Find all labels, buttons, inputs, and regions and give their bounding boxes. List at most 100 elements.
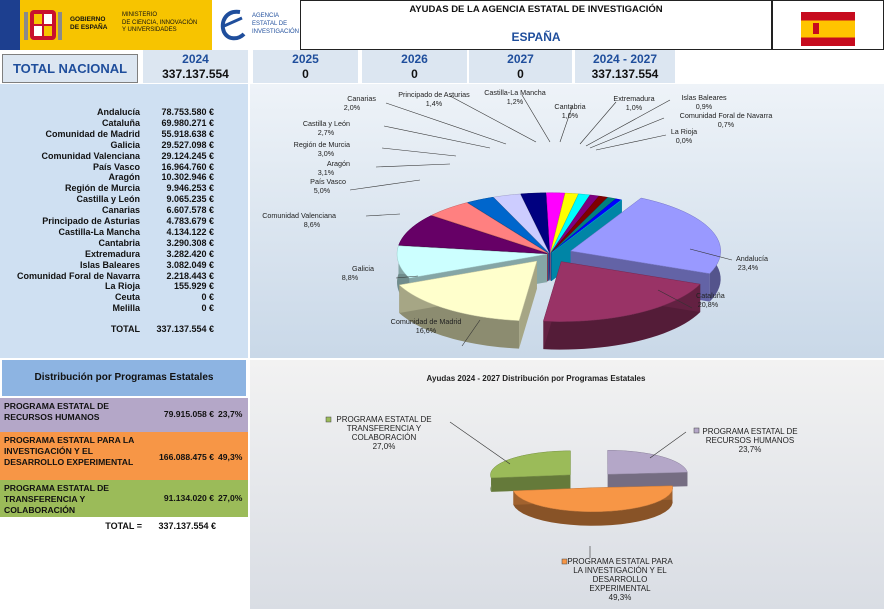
slice-label-name: Andalucía — [736, 254, 768, 263]
leader-line — [349, 179, 421, 191]
region-name: Comunidad Foral de Navarra — [16, 270, 140, 281]
royal-coat-of-arms-icon — [24, 10, 62, 40]
pie-slice-6 — [466, 196, 549, 254]
pie-slice-wall — [607, 472, 688, 489]
pie-slice-1 — [512, 485, 673, 513]
region-value: 3.082.049 € — [166, 259, 214, 270]
region-name: Cataluña — [101, 117, 140, 128]
eu-flag-stripe — [0, 0, 20, 50]
slice-label-name: Islas Baleares — [681, 93, 727, 102]
program-name: PROGRAMA ESTATAL PARA LA INVESTIGACIÓN Y… — [4, 435, 135, 467]
year-label: 2024 - 2027 — [592, 52, 658, 66]
slice-label-pct: 20,8% — [698, 300, 719, 309]
slice-label-pct: 0,7% — [718, 120, 735, 129]
legend-swatch — [561, 558, 568, 565]
slice-label-pct: 3,1% — [318, 168, 335, 177]
region-name: Principado de Asturias — [42, 216, 140, 226]
slice-label-pct: 1,2% — [507, 97, 524, 106]
region-value: 0 € — [201, 303, 214, 314]
slice-label-pct: 1,4% — [426, 99, 443, 108]
pie-slice-7 — [493, 193, 550, 254]
leader-line — [657, 289, 693, 309]
year-2027: 2027 0 — [469, 50, 572, 83]
leader-line — [395, 275, 419, 279]
slice-label-pct: 16,6% — [416, 326, 437, 335]
region-name: Extremadura — [84, 248, 140, 259]
year-value: 0 — [411, 67, 418, 81]
pie-slice-wall — [491, 474, 571, 492]
region-name: Aragón — [108, 172, 141, 183]
pie-slice-13 — [550, 195, 609, 254]
gov-text: GOBIERNO DE ESPAÑA — [70, 16, 108, 31]
program-pct: 27,0% — [218, 493, 243, 503]
region-value: 29.527.098 € — [161, 139, 214, 150]
region-name: Comunidad Valenciana — [41, 150, 140, 161]
legend-swatch — [693, 427, 700, 434]
leader-line — [585, 99, 671, 147]
slice-label-name: Extremadura — [613, 94, 654, 103]
pie-slice-14 — [551, 197, 617, 254]
program-slice-pct: 23,7% — [739, 445, 762, 454]
programs-title-text: Distribución por Programas Estatales — [34, 372, 214, 383]
program-slice-pct: 49,3% — [609, 593, 632, 602]
slice-label-pct: 8,6% — [304, 220, 321, 229]
aei-mark-icon — [220, 9, 246, 41]
gobierno-espana-logo: GOBIERNO DE ESPAÑA MINISTERIO DE CIENCIA… — [0, 0, 212, 50]
year-label: 2026 — [401, 52, 428, 66]
slice-label-name: Cantabria — [554, 102, 585, 111]
slice-label-name: País Vasco — [310, 177, 346, 186]
ministry-text: MINISTERIO DE CIENCIA, INNOVACIÓN Y UNIV… — [122, 12, 198, 33]
region-value: 9.946.253 € — [166, 183, 214, 194]
program-value: 91.134.020 € — [163, 493, 214, 503]
pie-slice-4 — [398, 215, 548, 254]
leader-line — [689, 248, 733, 261]
pie-slice-12 — [550, 194, 600, 254]
slice-label-name: Canarias — [347, 94, 376, 103]
region-name: País Vasco — [92, 161, 140, 172]
leader-line — [365, 213, 401, 217]
flag-box — [772, 0, 884, 50]
spain-flag-icon — [801, 12, 855, 46]
leader-line — [381, 147, 457, 157]
region-value: 4.783.679 € — [166, 216, 214, 226]
leader-line — [383, 125, 491, 149]
year-2026: 2026 0 — [362, 50, 467, 83]
region-value: 0 € — [201, 292, 214, 303]
slice-label-pct: 5,0% — [314, 186, 331, 195]
pie-slice-3 — [396, 245, 548, 279]
program-row-rrhh: PROGRAMA ESTATAL DE RECURSOS HUMANOS 79.… — [0, 398, 248, 432]
year-value: 0 — [517, 67, 524, 81]
leader-line — [385, 102, 507, 145]
region-name: Castilla y León — [76, 194, 140, 205]
region-name: Castilla-La Mancha — [58, 226, 140, 237]
region-value: 78.753.580 € — [161, 107, 214, 117]
program-value: 79.915.058 € — [163, 409, 214, 419]
slice-label-pct: 0,9% — [696, 102, 713, 111]
slice-label-pct: 1,0% — [562, 111, 579, 120]
region-name: Galicia — [110, 139, 140, 150]
legend-swatch — [325, 416, 332, 423]
regions-total-label: TOTAL — [110, 324, 140, 334]
program-value: 166.088.475 € — [159, 452, 214, 462]
region-name: Comunidad de Madrid — [45, 128, 141, 139]
slice-label-name: Principado de Asturias — [398, 90, 470, 99]
pie-slice-0 — [607, 450, 688, 475]
slice-label-pct: 23,4% — [738, 263, 759, 272]
slice-label-name: Comunidad de Madrid — [391, 317, 462, 326]
programs-total-value: 337.137.554 € — [158, 521, 216, 531]
leader-line — [375, 163, 451, 168]
region-value: 16.964.760 € — [161, 161, 214, 172]
programs-total-label: TOTAL = — [105, 521, 142, 531]
leader-line — [589, 117, 665, 149]
page-title: AYUDAS DE LA AGENCIA ESTATAL DE INVESTIG… — [409, 4, 663, 15]
pie-slice-side — [513, 485, 673, 526]
regions-panel: Andalucía 78.753.580 € Cataluña 69.980.271 … — [0, 84, 248, 358]
slice-label-name: Cataluña — [696, 291, 725, 300]
slice-label-name: La Rioja — [671, 127, 697, 136]
region-name: Región de Murcia — [64, 183, 140, 194]
programs-pie-chart: Ayudas 2024 - 2027 Distribución por Prog… — [250, 360, 884, 609]
program-pct: 49,3% — [218, 452, 243, 462]
leader-line — [595, 134, 667, 151]
pie-slice-2 — [398, 260, 538, 321]
